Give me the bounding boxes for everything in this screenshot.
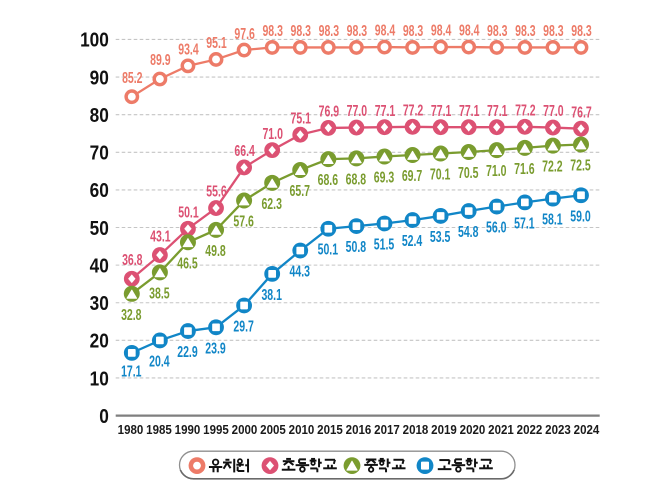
svg-text:76.7: 76.7 [571, 103, 591, 121]
svg-text:58.1: 58.1 [542, 211, 563, 229]
svg-text:1990: 1990 [175, 422, 201, 437]
svg-text:59.0: 59.0 [570, 207, 590, 225]
svg-text:89.9: 89.9 [150, 51, 170, 69]
svg-text:50.8: 50.8 [346, 238, 367, 256]
svg-text:98.3: 98.3 [487, 22, 507, 40]
svg-text:20.4: 20.4 [149, 352, 170, 370]
svg-text:77.1: 77.1 [375, 102, 396, 120]
svg-text:98.3: 98.3 [319, 22, 339, 40]
svg-text:54.8: 54.8 [458, 223, 479, 241]
svg-text:22.9: 22.9 [177, 343, 197, 361]
svg-text:70.5: 70.5 [458, 164, 479, 182]
svg-text:57.1: 57.1 [514, 214, 535, 232]
svg-text:77.1: 77.1 [487, 102, 508, 120]
svg-text:77.1: 77.1 [459, 102, 480, 120]
svg-text:98.3: 98.3 [347, 22, 367, 40]
svg-text:66.4: 66.4 [234, 142, 255, 160]
svg-text:85.2: 85.2 [122, 69, 142, 87]
svg-text:76.9: 76.9 [319, 103, 339, 121]
svg-text:71.0: 71.0 [262, 125, 282, 143]
svg-text:2016: 2016 [346, 422, 372, 437]
svg-text:32.8: 32.8 [121, 306, 142, 324]
svg-text:10: 10 [90, 368, 109, 391]
svg-text:36.8: 36.8 [122, 251, 143, 269]
svg-text:65.7: 65.7 [290, 182, 310, 200]
svg-text:77.2: 77.2 [403, 101, 423, 119]
svg-text:72.2: 72.2 [542, 158, 562, 176]
svg-text:44.3: 44.3 [290, 262, 310, 280]
svg-text:52.4: 52.4 [402, 232, 423, 250]
svg-text:55.6: 55.6 [206, 183, 226, 201]
svg-text:68.6: 68.6 [318, 171, 338, 189]
svg-text:98.3: 98.3 [262, 22, 282, 40]
svg-text:1980: 1980 [118, 422, 144, 437]
svg-text:53.5: 53.5 [430, 228, 451, 246]
svg-text:77.1: 77.1 [431, 102, 452, 120]
svg-text:43.1: 43.1 [150, 227, 171, 245]
svg-text:2010: 2010 [289, 422, 315, 437]
svg-text:46.5: 46.5 [177, 254, 198, 272]
svg-text:2021: 2021 [488, 422, 514, 437]
svg-text:20: 20 [90, 330, 109, 353]
svg-text:38.1: 38.1 [261, 286, 282, 304]
svg-text:50: 50 [90, 217, 109, 240]
svg-text:50.1: 50.1 [318, 241, 339, 259]
svg-text:2019: 2019 [431, 422, 457, 437]
svg-text:1995: 1995 [203, 422, 229, 437]
svg-text:98.3: 98.3 [291, 22, 311, 40]
svg-text:56.0: 56.0 [486, 218, 506, 236]
svg-text:98.3: 98.3 [571, 22, 591, 40]
svg-text:60: 60 [90, 180, 109, 203]
svg-text:2005: 2005 [260, 422, 286, 437]
svg-text:98.4: 98.4 [431, 22, 452, 40]
svg-text:71.6: 71.6 [514, 160, 534, 178]
svg-text:57.6: 57.6 [233, 212, 253, 230]
svg-text:30: 30 [90, 293, 109, 316]
svg-text:2018: 2018 [403, 422, 429, 437]
svg-text:77.2: 77.2 [515, 101, 535, 119]
svg-text:100: 100 [80, 29, 109, 52]
svg-text:68.8: 68.8 [346, 170, 367, 188]
svg-text:2000: 2000 [232, 422, 258, 437]
svg-text:2023: 2023 [545, 422, 571, 437]
svg-text:0: 0 [99, 406, 109, 429]
svg-text:98.4: 98.4 [459, 22, 480, 40]
svg-text:69.7: 69.7 [402, 167, 422, 185]
svg-text:23.9: 23.9 [205, 339, 225, 357]
svg-text:50.1: 50.1 [178, 203, 199, 221]
svg-text:77.0: 77.0 [347, 102, 367, 120]
svg-text:62.3: 62.3 [261, 195, 281, 213]
svg-text:38.5: 38.5 [149, 284, 170, 302]
svg-text:2022: 2022 [517, 422, 543, 437]
svg-text:97.6: 97.6 [234, 25, 254, 43]
svg-text:72.5: 72.5 [570, 156, 591, 174]
svg-text:98.3: 98.3 [403, 22, 423, 40]
svg-text:70.1: 70.1 [430, 165, 451, 183]
svg-text:69.3: 69.3 [374, 168, 394, 186]
svg-text:98.4: 98.4 [375, 22, 396, 40]
svg-text:40: 40 [90, 255, 109, 278]
svg-text:90: 90 [90, 67, 109, 90]
svg-text:2015: 2015 [317, 422, 343, 437]
svg-text:98.3: 98.3 [543, 22, 563, 40]
svg-text:93.4: 93.4 [178, 40, 199, 58]
svg-text:77.0: 77.0 [543, 102, 563, 120]
svg-text:51.5: 51.5 [374, 235, 395, 253]
svg-text:1985: 1985 [146, 422, 172, 437]
svg-text:71.0: 71.0 [486, 162, 506, 180]
svg-text:2020: 2020 [460, 422, 486, 437]
svg-text:17.1: 17.1 [121, 362, 142, 380]
svg-text:80: 80 [90, 105, 109, 128]
svg-text:70: 70 [90, 142, 109, 165]
svg-text:2017: 2017 [374, 422, 400, 437]
svg-text:98.3: 98.3 [515, 22, 535, 40]
svg-text:95.1: 95.1 [206, 34, 227, 52]
svg-text:2024: 2024 [574, 422, 600, 437]
svg-text:29.7: 29.7 [233, 317, 253, 335]
svg-text:75.1: 75.1 [291, 109, 312, 127]
svg-text:49.8: 49.8 [205, 242, 226, 260]
